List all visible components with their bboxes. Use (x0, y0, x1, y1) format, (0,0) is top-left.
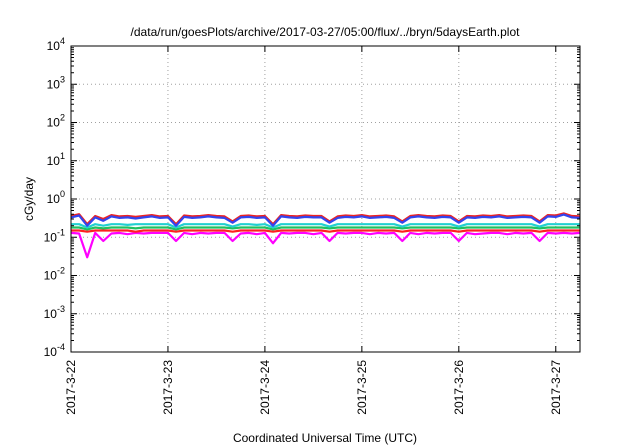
y-tick-label: 10-4 (44, 342, 65, 359)
series-line (71, 229, 580, 233)
y-tick-label: 103 (47, 74, 65, 91)
series-line (71, 223, 580, 229)
series-line (70, 231, 581, 259)
x-tick-label: 2017-3-23 (161, 360, 175, 415)
y-axis: 10-4 10-3 10-2 10-1 100 101 102 103 104 (44, 36, 580, 359)
y-tick-label: 102 (47, 113, 65, 130)
y-tick-label: 10-1 (44, 227, 65, 244)
x-tick-label: 2017-3-26 (452, 360, 466, 415)
x-tick-label: 2017-3-25 (355, 360, 369, 415)
x-tick-label: 2017-3-24 (258, 360, 272, 415)
y-tick-label: 10-3 (44, 304, 65, 321)
grid (71, 46, 580, 352)
chart-title: /data/run/goesPlots/archive/2017-03-27/0… (131, 25, 521, 39)
series-line (70, 212, 581, 226)
x-tick-label: 2017-3-27 (549, 360, 563, 415)
y-tick-label: 100 (47, 189, 65, 206)
y-tick-label: 104 (47, 36, 65, 53)
x-axis-label: Coordinated Universal Time (UTC) (233, 431, 417, 445)
x-tick-label: 2017-3-22 (64, 360, 78, 415)
series-line (70, 213, 581, 227)
y-tick-label: 10-2 (44, 266, 65, 283)
y-axis-label: cGy/day (22, 177, 36, 221)
y-tick-label: 101 (47, 151, 65, 168)
series-group (70, 212, 581, 259)
x-axis: 2017-3-22 2017-3-23 2017-3-24 2017-3-25 2017… (64, 46, 563, 415)
series-line (71, 226, 580, 231)
